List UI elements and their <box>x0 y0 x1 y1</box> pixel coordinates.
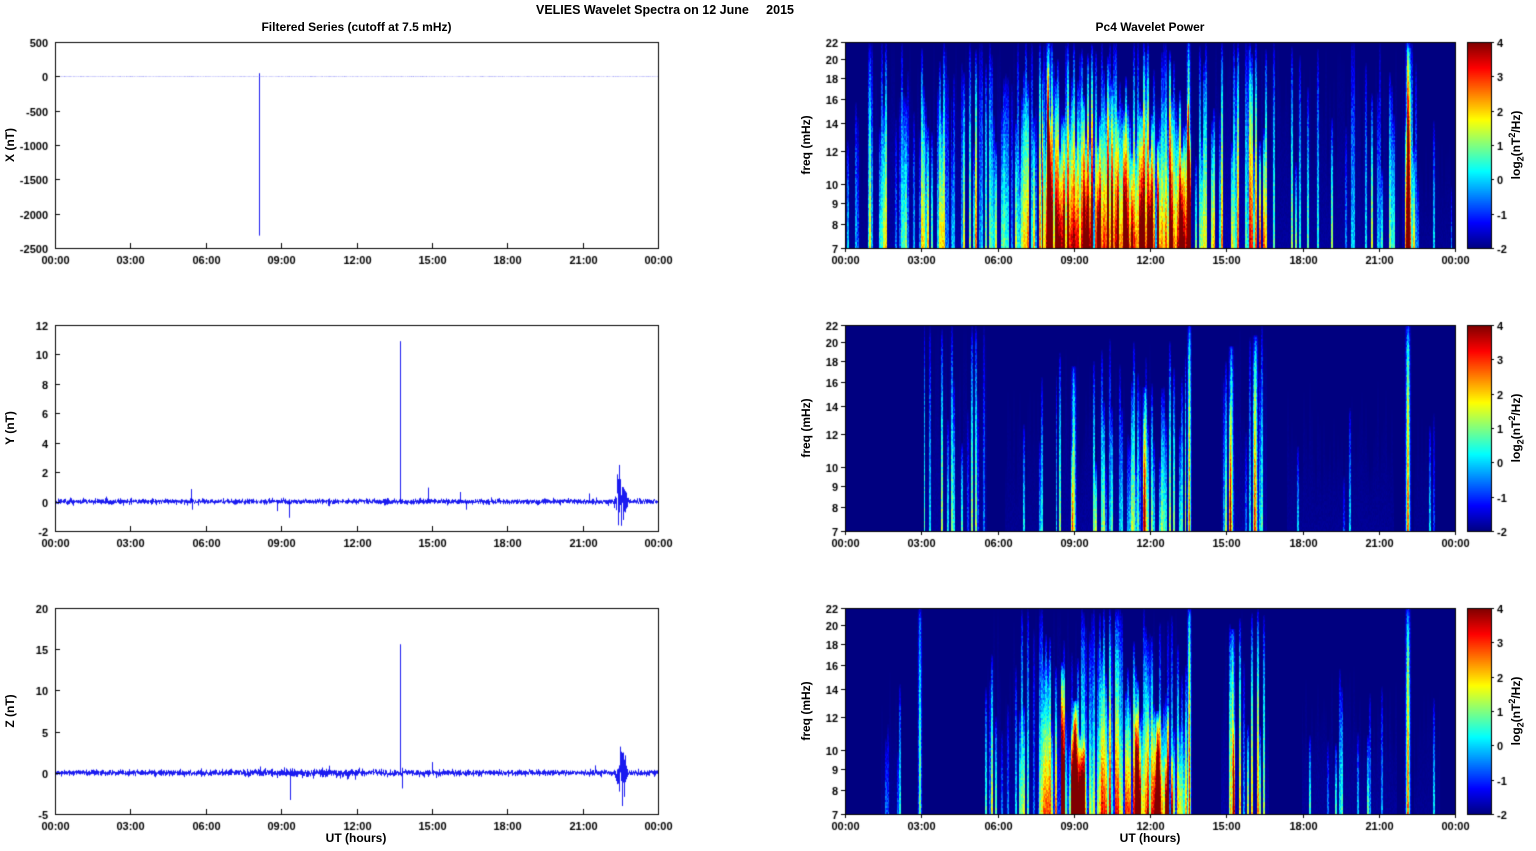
freq-ylabel-top: freq (mHz) <box>799 115 813 175</box>
page-title: VELIES Wavelet Spectra on 12 June 2015 <box>536 3 794 17</box>
freq-ylabel-middle: freq (mHz) <box>799 398 813 458</box>
colorbar-label-top: log2(nT2/Hz) <box>1507 110 1526 180</box>
filtered-series-title: Filtered Series (cutoff at 7.5 mHz) <box>261 20 452 34</box>
freq-ylabel-bottom: freq (mHz) <box>799 681 813 741</box>
ut-hours-xlabel-right: UT (hours) <box>1119 831 1181 845</box>
z-axis-ylabel: Z (nT) <box>3 694 17 728</box>
x-axis-ylabel: X (nT) <box>3 128 17 162</box>
y-axis-ylabel: Y (nT) <box>3 411 17 445</box>
ut-hours-xlabel-left: UT (hours) <box>325 831 387 845</box>
colorbar-label-bottom: log2(nT2/Hz) <box>1507 676 1526 746</box>
pc4-wavelet-power-title: Pc4 Wavelet Power <box>1095 20 1205 34</box>
colorbar-label-middle: log2(nT2/Hz) <box>1507 393 1526 463</box>
